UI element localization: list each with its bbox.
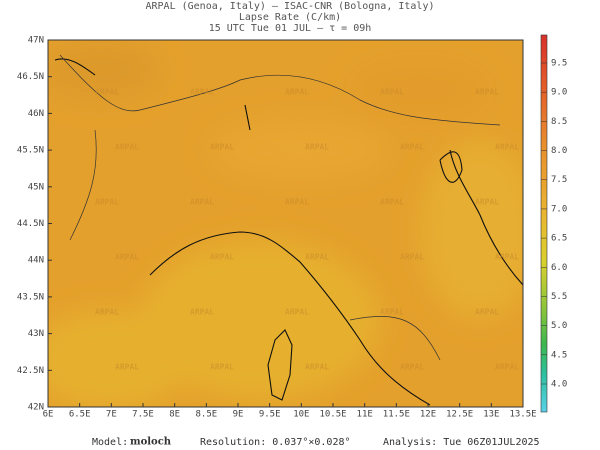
colorbar-label: 8.0 <box>551 146 567 156</box>
colorbar-label: 5.0 <box>551 321 567 331</box>
lat-label: 42.5N <box>17 366 44 376</box>
lon-label: 12E <box>420 410 436 420</box>
colorbar-label: 7.0 <box>551 204 567 214</box>
watermark: ARPAL <box>495 143 519 152</box>
watermark: ARPAL <box>400 363 424 372</box>
lon-label: 12.5E <box>446 410 473 420</box>
lat-label: 45N <box>28 182 44 192</box>
watermark: ARPAL <box>210 363 234 372</box>
lon-label: 13E <box>483 410 499 420</box>
watermark: ARPAL <box>115 363 139 372</box>
watermark: ARPAL <box>380 88 404 97</box>
watermark: ARPAL <box>305 253 329 262</box>
watermark: ARPAL <box>305 363 329 372</box>
watermark: ARPAL <box>400 253 424 262</box>
lon-label: 6E <box>43 410 54 420</box>
colorbar-label: 7.5 <box>551 175 567 185</box>
lat-label: 44N <box>28 256 44 266</box>
model-label: Model: <box>92 437 128 448</box>
colorbar-label: 8.5 <box>551 117 567 127</box>
lon-label: 7E <box>106 410 117 420</box>
lon-label: 8.5E <box>195 410 217 420</box>
lat-label: 43N <box>28 329 44 339</box>
lat-label: 45.5N <box>17 146 44 156</box>
lon-label: 6.5E <box>69 410 91 420</box>
watermark: ARPAL <box>285 198 309 207</box>
lat-label: 42N <box>28 403 44 413</box>
colorbar-label: 6.0 <box>551 263 567 273</box>
lon-label: 11.5E <box>383 410 410 420</box>
header-line: ARPAL (Genoa, Italy) – ISAC-CNR (Bologna… <box>146 1 435 12</box>
watermark: ARPAL <box>495 253 519 262</box>
lat-label: 47N <box>28 36 44 46</box>
watermark: ARPAL <box>475 198 499 207</box>
lon-label: 9E <box>233 410 244 420</box>
watermark: ARPAL <box>475 308 499 317</box>
watermark: ARPAL <box>95 198 119 207</box>
border <box>59 54 501 361</box>
watermark: ARPAL <box>115 253 139 262</box>
watermark: ARPAL <box>190 198 214 207</box>
coastline <box>149 149 523 406</box>
watermark: ARPAL <box>380 198 404 207</box>
lat-label: 44.5N <box>17 219 44 229</box>
watermark: ARPAL <box>285 308 309 317</box>
colorbar-label: 9.5 <box>551 59 567 69</box>
watermark: ARPAL <box>495 363 519 372</box>
lon-label: 9.5E <box>259 410 281 420</box>
lon-label: 10.5E <box>319 410 346 420</box>
colorbar-label: 4.5 <box>551 350 567 360</box>
watermark: ARPAL <box>305 143 329 152</box>
colorbar-label: 4.0 <box>551 380 567 390</box>
watermark: ARPAL <box>285 88 309 97</box>
watermark: ARPAL <box>190 88 214 97</box>
lon-label: 11E <box>357 410 373 420</box>
colorbar-label: 5.5 <box>551 292 567 302</box>
lat-label: 46.5N <box>17 72 44 82</box>
header-line: Lapse Rate (C/km) <box>239 12 341 23</box>
model-name: moloch <box>130 437 172 448</box>
coastline <box>267 329 293 401</box>
colorbar-label: 9.0 <box>551 88 567 98</box>
watermark: ARPAL <box>95 308 119 317</box>
watermark: ARPAL <box>115 143 139 152</box>
map-field: ARPAL ARPAL ARPAL ARPAL ARPAL ARPAL ARPAL ARPAL… <box>48 40 523 407</box>
lon-label: 7.5E <box>132 410 154 420</box>
colorbar-label: 6.5 <box>551 234 567 244</box>
lat-label: 43.5N <box>17 292 44 302</box>
watermark: ARPAL <box>475 88 499 97</box>
header-line: 15 UTC Tue 01 JUL – τ = 09h <box>209 23 372 34</box>
watermark: ARPAL <box>210 253 234 262</box>
watermark: ARPAL <box>380 308 404 317</box>
lon-label: 13.5E <box>509 410 536 420</box>
watermark: ARPAL <box>95 88 119 97</box>
watermark: ARPAL <box>400 143 424 152</box>
coastline <box>54 58 463 183</box>
resolution: Resolution: 0.037°×0.028° <box>200 437 351 448</box>
lat-label: 46N <box>28 109 44 119</box>
watermark: ARPAL <box>190 308 214 317</box>
lon-label: 10E <box>293 410 309 420</box>
analysis: Analysis: Tue 06Z01JUL2025 <box>383 437 540 448</box>
watermarks: ARPAL ARPAL ARPAL ARPAL ARPAL ARPAL ARPAL ARPAL… <box>95 88 519 372</box>
lon-label: 8E <box>169 410 180 420</box>
field-shading <box>48 40 523 407</box>
watermark: ARPAL <box>210 143 234 152</box>
colorbar <box>540 34 548 413</box>
